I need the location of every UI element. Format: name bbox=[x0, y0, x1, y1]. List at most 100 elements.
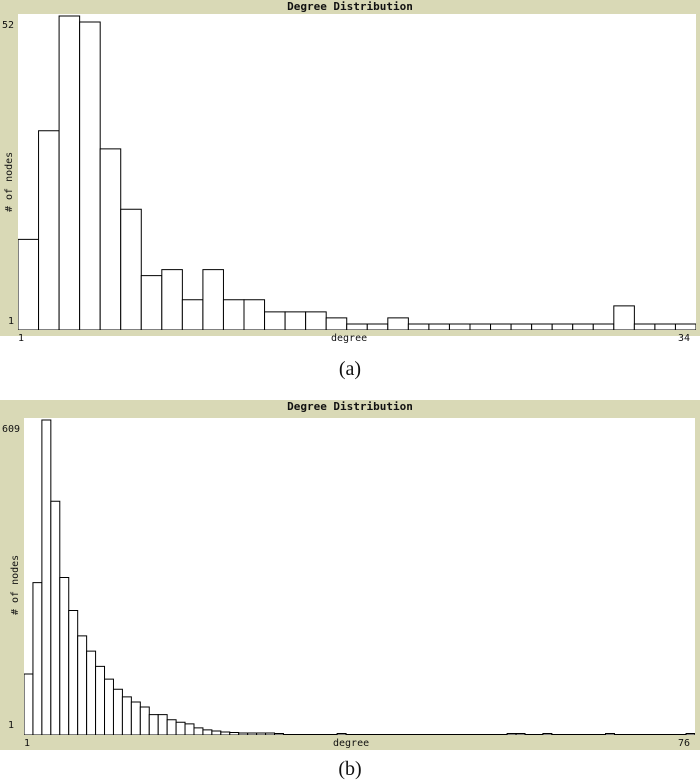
histogram-bar-b-5 bbox=[60, 578, 69, 735]
histogram-bar-b-36 bbox=[337, 733, 346, 735]
histogram-bar-b-21 bbox=[203, 730, 212, 735]
histogram-bar-b-74 bbox=[677, 734, 686, 735]
histogram-bar-a-25 bbox=[511, 324, 532, 330]
histogram-bar-a-12 bbox=[244, 300, 265, 330]
histogram-bar-b-37 bbox=[346, 734, 355, 735]
histogram-bar-b-41 bbox=[382, 734, 391, 735]
histogram-bar-b-10 bbox=[105, 679, 114, 735]
histogram-a bbox=[18, 14, 696, 330]
histogram-bar-b-18 bbox=[176, 722, 185, 735]
histogram-bar-b-15 bbox=[149, 715, 158, 735]
histogram-bar-a-18 bbox=[367, 324, 388, 330]
histogram-bar-b-57 bbox=[525, 734, 534, 735]
histogram-bar-b-11 bbox=[113, 689, 122, 735]
histogram-bar-b-68 bbox=[623, 734, 632, 735]
histogram-bar-b-62 bbox=[570, 734, 579, 735]
histogram-bar-a-32 bbox=[655, 324, 676, 330]
histogram-bar-a-10 bbox=[203, 270, 224, 330]
histogram-bar-b-61 bbox=[561, 734, 570, 735]
histogram-bar-b-45 bbox=[418, 734, 427, 735]
histogram-bar-b-72 bbox=[659, 734, 668, 735]
histogram-bar-b-66 bbox=[606, 733, 615, 735]
histogram-bar-b-31 bbox=[292, 734, 301, 735]
histogram-bar-b-25 bbox=[239, 733, 248, 735]
histogram-bar-b-8 bbox=[87, 651, 96, 735]
histogram-bar-a-17 bbox=[347, 324, 368, 330]
histogram-bar-b-19 bbox=[185, 724, 194, 735]
histogram-bar-b-1 bbox=[24, 674, 33, 735]
y-min-label-a: 1 bbox=[8, 316, 15, 327]
histogram-bar-b-13 bbox=[131, 702, 140, 735]
histogram-bar-b-34 bbox=[319, 734, 328, 735]
x-min-label-a: 1 bbox=[18, 333, 25, 344]
caption-b: (b) bbox=[338, 758, 362, 780]
histogram-bar-a-7 bbox=[141, 276, 162, 330]
x-axis-label-a: degree bbox=[331, 333, 368, 344]
y-max-label-a: 52 bbox=[2, 20, 15, 31]
histogram-bar-a-6 bbox=[121, 209, 142, 330]
histogram-bar-b-30 bbox=[283, 734, 292, 735]
x-max-label-a: 34 bbox=[678, 333, 691, 344]
histogram-bar-b-63 bbox=[579, 734, 588, 735]
histogram-bar-a-21 bbox=[429, 324, 450, 330]
histogram-bar-b-75 bbox=[686, 733, 695, 735]
y-axis-label-b: # of nodes bbox=[10, 554, 21, 615]
histogram-bar-a-16 bbox=[326, 318, 347, 330]
plot-area-b bbox=[24, 418, 695, 735]
histogram-bar-a-14 bbox=[285, 312, 306, 330]
histogram-bar-b-70 bbox=[641, 734, 650, 735]
histogram-bar-a-3 bbox=[59, 16, 80, 330]
histogram-bar-a-24 bbox=[491, 324, 512, 330]
histogram-bar-a-2 bbox=[39, 131, 60, 330]
histogram-bar-b-6 bbox=[69, 611, 78, 735]
histogram-bar-b-49 bbox=[453, 734, 462, 735]
histogram-bar-a-5 bbox=[100, 149, 121, 330]
histogram-bar-a-23 bbox=[470, 324, 491, 330]
histogram-bar-b-38 bbox=[355, 734, 364, 735]
histogram-bar-a-13 bbox=[265, 312, 286, 330]
histogram-bar-b-53 bbox=[489, 734, 498, 735]
histogram-bar-a-19 bbox=[388, 318, 409, 330]
histogram-bar-b-23 bbox=[221, 732, 230, 735]
histogram-bar-a-8 bbox=[162, 270, 183, 330]
histogram-bar-a-29 bbox=[593, 324, 614, 330]
histogram-bar-b-54 bbox=[498, 734, 507, 735]
histogram-bar-b-56 bbox=[516, 733, 525, 735]
histogram-bar-b-2 bbox=[33, 583, 42, 735]
caption-a: (a) bbox=[338, 358, 362, 380]
y-min-label-b: 1 bbox=[8, 720, 15, 731]
histogram-bar-b-58 bbox=[534, 734, 543, 735]
histogram-bar-b-9 bbox=[96, 666, 105, 735]
histogram-bar-b-7 bbox=[78, 636, 87, 735]
histogram-bar-a-9 bbox=[182, 300, 203, 330]
histogram-bar-b-32 bbox=[301, 734, 310, 735]
histogram-bar-b-14 bbox=[140, 707, 149, 735]
histogram-bar-b-48 bbox=[444, 734, 453, 735]
histogram-bar-b-27 bbox=[257, 733, 266, 735]
histogram-bar-b-52 bbox=[480, 734, 489, 735]
chart-title-b: Degree Distribution bbox=[287, 400, 413, 413]
histogram-bar-b-67 bbox=[614, 734, 623, 735]
x-max-label-b: 76 bbox=[678, 738, 691, 749]
histogram-bar-b-29 bbox=[275, 733, 284, 735]
histogram-bar-a-20 bbox=[408, 324, 429, 330]
y-max-label-b: 609 bbox=[2, 424, 21, 435]
histogram-bar-b-55 bbox=[507, 733, 516, 735]
histogram-bar-a-31 bbox=[634, 324, 655, 330]
histogram-bar-b-24 bbox=[230, 732, 239, 735]
histogram-bar-b-64 bbox=[588, 734, 597, 735]
histogram-bar-a-26 bbox=[532, 324, 553, 330]
histogram-bar-b-46 bbox=[427, 734, 436, 735]
histogram-bar-b-44 bbox=[409, 734, 418, 735]
histogram-bar-b-60 bbox=[552, 734, 561, 735]
histogram-bar-a-27 bbox=[552, 324, 573, 330]
histogram-bar-b-3 bbox=[42, 420, 51, 735]
histogram-bar-b-17 bbox=[167, 720, 176, 735]
histogram-bar-b-22 bbox=[212, 731, 221, 735]
histogram-bar-a-22 bbox=[449, 324, 470, 330]
chart-title-a: Degree Distribution bbox=[287, 0, 413, 13]
histogram-bar-b-20 bbox=[194, 728, 203, 735]
histogram-bar-b-40 bbox=[373, 734, 382, 735]
histogram-bar-b-33 bbox=[310, 734, 319, 735]
histogram-bar-b-43 bbox=[400, 734, 409, 735]
